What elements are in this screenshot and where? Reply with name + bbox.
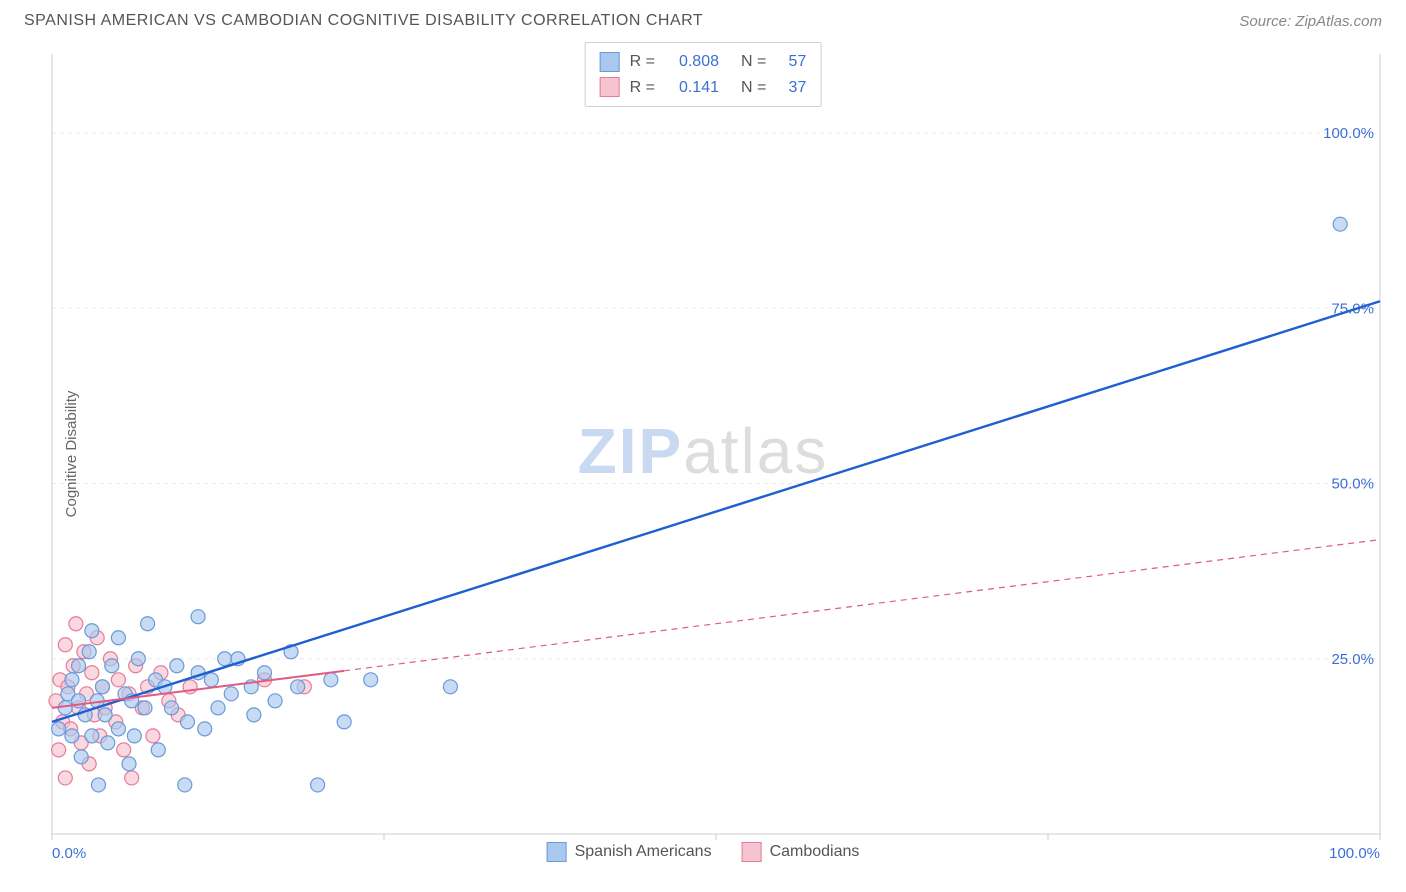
svg-text:100.0%: 100.0% [1323,125,1374,142]
chart-header: SPANISH AMERICAN VS CAMBODIAN COGNITIVE … [0,0,1406,34]
legend-swatch [742,842,762,862]
chart-title: SPANISH AMERICAN VS CAMBODIAN COGNITIVE … [24,12,703,30]
svg-text:25.0%: 25.0% [1331,651,1374,668]
chart-area: ZIPatlas Cognitive Disability 25.0%50.0%… [0,34,1406,874]
legend-item: Cambodians [742,842,860,862]
scatter-chart-svg: 25.0%50.0%75.0%100.0%0.0%100.0% [0,34,1406,874]
source-link[interactable]: ZipAtlas.com [1295,13,1382,30]
legend-swatch [600,77,620,97]
svg-text:50.0%: 50.0% [1331,476,1374,493]
legend-swatch [547,842,567,862]
legend-row: R =0.141N =37 [600,75,807,101]
svg-text:100.0%: 100.0% [1329,845,1380,862]
legend-row: R =0.808N =57 [600,49,807,75]
series-legend: Spanish Americans Cambodians [547,842,860,862]
y-axis-label: Cognitive Disability [63,391,80,518]
legend-item: Spanish Americans [547,842,712,862]
svg-text:0.0%: 0.0% [52,845,86,862]
correlation-legend: R =0.808N =57R =0.141N =37 [585,42,822,107]
legend-swatch [600,52,620,72]
chart-source: Source: ZipAtlas.com [1239,13,1382,30]
